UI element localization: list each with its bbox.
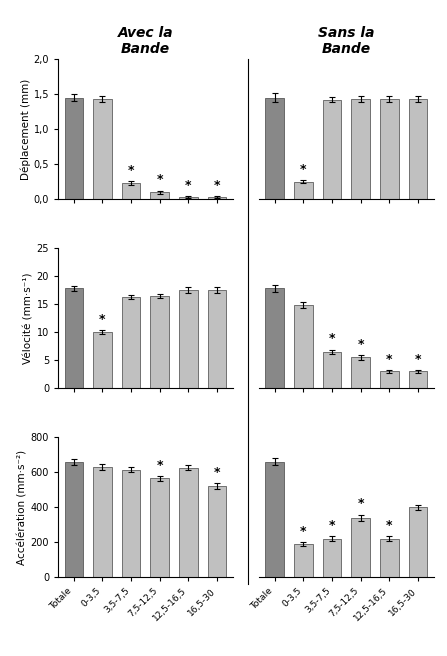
Bar [179, 290, 198, 388]
Bar [64, 98, 83, 199]
Bar [409, 507, 427, 577]
Bar [64, 462, 83, 577]
Bar [122, 470, 140, 577]
Bar [151, 478, 169, 577]
Y-axis label: Accélération (mm·s⁻²): Accélération (mm·s⁻²) [18, 449, 28, 565]
Bar [151, 296, 169, 388]
Text: *: * [386, 352, 392, 365]
Title: Sans la
Bande: Sans la Bande [318, 26, 375, 56]
Bar [208, 290, 226, 388]
Bar [351, 99, 370, 199]
Bar [93, 332, 112, 388]
Bar [122, 297, 140, 388]
Bar [93, 467, 112, 577]
Title: Avec la
Bande: Avec la Bande [118, 26, 173, 56]
Bar [323, 352, 341, 388]
Bar [208, 197, 226, 199]
Bar [179, 197, 198, 199]
Bar [380, 539, 399, 577]
Bar [208, 486, 226, 577]
Bar [294, 182, 312, 199]
Bar [64, 289, 83, 388]
Text: *: * [99, 313, 106, 326]
Text: *: * [300, 525, 307, 538]
Y-axis label: Déplacement (mm): Déplacement (mm) [20, 79, 31, 180]
Bar [351, 518, 370, 577]
Bar [294, 305, 312, 388]
Bar [294, 544, 312, 577]
Text: *: * [156, 173, 163, 186]
Text: *: * [415, 352, 421, 365]
Text: *: * [329, 519, 335, 532]
Text: *: * [185, 179, 192, 192]
Bar [380, 371, 399, 388]
Bar [409, 371, 427, 388]
Bar [380, 99, 399, 199]
Text: *: * [128, 164, 135, 176]
Text: *: * [300, 163, 307, 176]
Bar [266, 289, 284, 388]
Text: *: * [329, 333, 335, 345]
Bar [351, 358, 370, 388]
Text: *: * [386, 519, 392, 532]
Bar [151, 192, 169, 199]
Text: *: * [357, 338, 364, 351]
Bar [409, 99, 427, 199]
Bar [266, 462, 284, 577]
Bar [266, 98, 284, 199]
Text: *: * [156, 459, 163, 472]
Text: *: * [214, 466, 220, 479]
Y-axis label: Vélocité (mm·s⁻¹): Vélocité (mm·s⁻¹) [24, 272, 34, 364]
Bar [93, 99, 112, 199]
Bar [323, 100, 341, 199]
Text: *: * [214, 179, 220, 192]
Bar [179, 468, 198, 577]
Bar [323, 539, 341, 577]
Bar [122, 183, 140, 199]
Text: *: * [357, 497, 364, 510]
